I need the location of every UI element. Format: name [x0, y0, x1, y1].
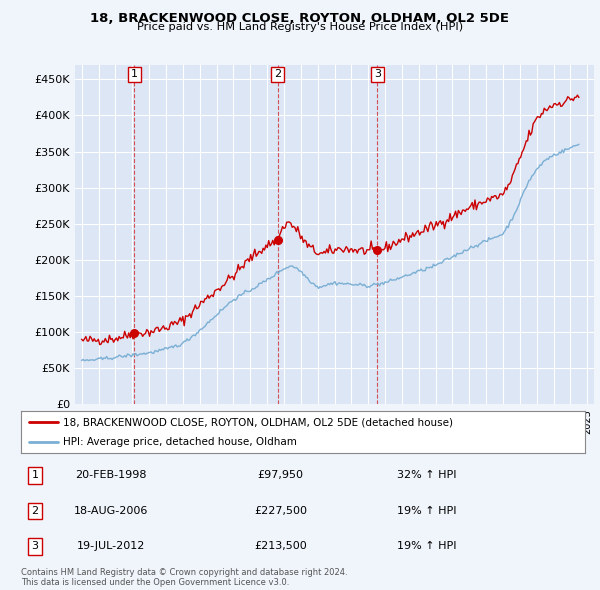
Text: £213,500: £213,500 [254, 542, 307, 552]
Text: £97,950: £97,950 [257, 470, 304, 480]
Text: 20-FEB-1998: 20-FEB-1998 [76, 470, 147, 480]
Text: Price paid vs. HM Land Registry's House Price Index (HPI): Price paid vs. HM Land Registry's House … [137, 22, 463, 32]
Text: 18, BRACKENWOOD CLOSE, ROYTON, OLDHAM, OL2 5DE: 18, BRACKENWOOD CLOSE, ROYTON, OLDHAM, O… [91, 12, 509, 25]
Text: 3: 3 [374, 70, 381, 79]
Text: 2: 2 [32, 506, 38, 516]
Text: 19% ↑ HPI: 19% ↑ HPI [397, 506, 457, 516]
Text: 2: 2 [274, 70, 281, 79]
Text: 3: 3 [32, 542, 38, 552]
Text: 19% ↑ HPI: 19% ↑ HPI [397, 542, 457, 552]
Text: HPI: Average price, detached house, Oldham: HPI: Average price, detached house, Oldh… [64, 437, 297, 447]
Text: Contains HM Land Registry data © Crown copyright and database right 2024.
This d: Contains HM Land Registry data © Crown c… [21, 568, 347, 587]
Text: 1: 1 [32, 470, 38, 480]
Text: 1: 1 [131, 70, 138, 79]
Text: 18, BRACKENWOOD CLOSE, ROYTON, OLDHAM, OL2 5DE (detached house): 18, BRACKENWOOD CLOSE, ROYTON, OLDHAM, O… [64, 417, 454, 427]
Text: 32% ↑ HPI: 32% ↑ HPI [397, 470, 457, 480]
Text: 18-AUG-2006: 18-AUG-2006 [74, 506, 148, 516]
Text: £227,500: £227,500 [254, 506, 307, 516]
Text: 19-JUL-2012: 19-JUL-2012 [77, 542, 145, 552]
